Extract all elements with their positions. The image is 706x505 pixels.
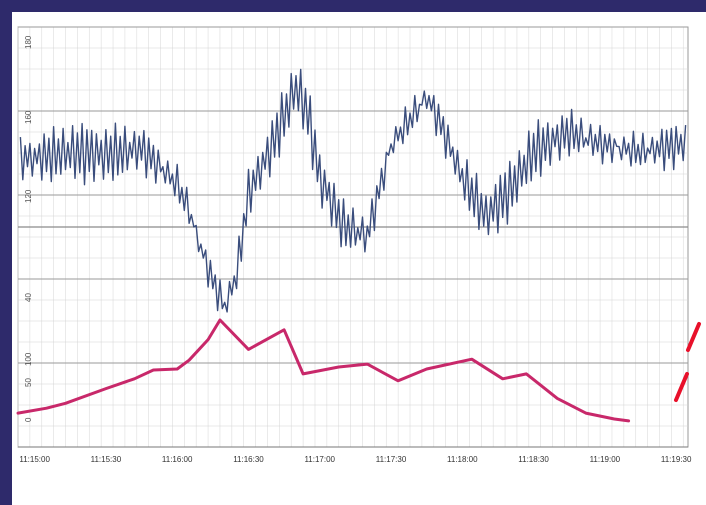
slide: 180 160 120 60 40 100 50 0 11:15:0011:15… <box>12 12 706 505</box>
y-tick-labels: 180 160 120 60 40 100 50 0 <box>24 35 33 422</box>
x-tick-label: 11:17:00 <box>304 455 335 464</box>
x-tick-label: 11:16:00 <box>162 455 193 464</box>
red-marker-upper <box>686 322 701 352</box>
x-tick-label: 11:19:30 <box>661 455 692 464</box>
x-tick-label: 11:15:00 <box>19 455 50 464</box>
red-marker-lower <box>674 372 689 402</box>
y-tick-label: 40 <box>24 293 33 302</box>
y-tick-label: 120 <box>24 189 33 203</box>
fetal-monitor-chart: 180 160 120 60 40 100 50 0 11:15:0011:15… <box>16 26 701 464</box>
x-tick-label: 11:18:30 <box>518 455 549 464</box>
contraction-line <box>16 318 631 423</box>
x-tick-label: 11:19:00 <box>590 455 621 464</box>
x-tick-label: 11:15:30 <box>91 455 122 464</box>
x-tick-labels: 11:15:00 11:15:30 11:16:00 11:16:30 11:17:00… <box>19 455 692 464</box>
chart-grid <box>17 26 688 448</box>
y-tick-label: 160 <box>24 110 33 124</box>
x-tick-label: 11:16:30 <box>233 455 264 464</box>
y-tick-label: 180 <box>24 35 33 49</box>
x-tick-label: 11:18:00 <box>447 455 478 464</box>
x-tick-label: 11:17:30 <box>376 455 407 464</box>
y-tick-label: 50 <box>24 378 33 387</box>
series-layer <box>16 68 687 423</box>
heart-rate-line <box>19 68 687 313</box>
y-tick-label: 0 <box>24 417 33 422</box>
y-tick-label: 100 <box>24 352 33 366</box>
